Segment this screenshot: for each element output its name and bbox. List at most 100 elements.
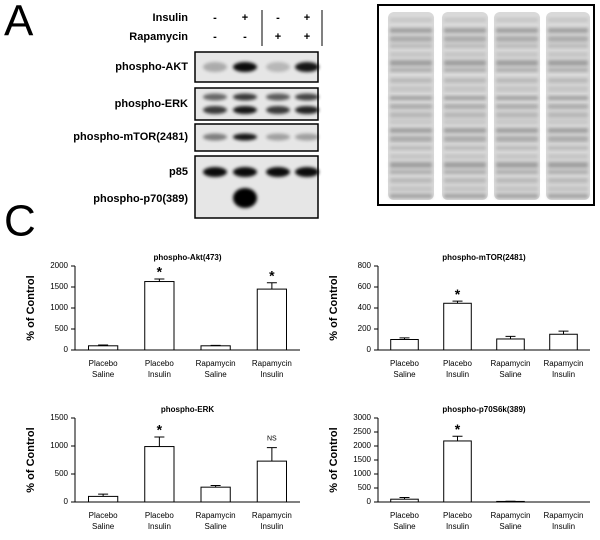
gel-band — [496, 162, 538, 168]
gel-band — [496, 18, 538, 22]
error-bar — [399, 497, 410, 500]
error-bar — [558, 330, 569, 335]
x-tick-label: Insulin — [552, 370, 575, 379]
bar — [88, 495, 119, 503]
gel-band — [444, 162, 486, 168]
x-tick-label: Saline — [92, 522, 115, 531]
blot-band — [233, 62, 257, 72]
y-tick-label: 1000 — [50, 303, 68, 312]
x-tick-label: Insulin — [446, 522, 469, 531]
error-bar — [98, 493, 109, 497]
error-bar — [210, 484, 221, 488]
y-axis-label: % of Control — [25, 275, 37, 340]
y-tick-label: 2500 — [353, 427, 371, 436]
gel-band — [496, 96, 538, 100]
y-tick-label: 500 — [55, 469, 69, 478]
x-tick-label: Rapamycin — [252, 359, 292, 368]
gel-band — [390, 104, 432, 109]
bar — [88, 345, 119, 351]
gel-band — [444, 96, 486, 100]
y-tick-label: 2000 — [50, 261, 68, 270]
gel-band — [496, 52, 538, 57]
gel-band — [496, 68, 538, 72]
gel-band — [390, 112, 432, 118]
blot-label: phospho-p70(389) — [93, 193, 188, 205]
gel-band — [390, 120, 432, 124]
treatment-label: Insulin — [153, 12, 189, 24]
gel-band — [444, 170, 486, 174]
x-tick-label: Rapamycin — [196, 359, 236, 368]
gel-band — [496, 86, 538, 92]
treatment-label: Rapamycin — [129, 31, 188, 43]
bar — [496, 338, 525, 351]
treatment-sign: + — [275, 31, 281, 43]
y-axis-label: % of Control — [328, 427, 340, 492]
gel-band — [496, 178, 538, 183]
gel-band — [548, 194, 588, 198]
x-tick-label: Insulin — [148, 522, 171, 531]
blot-band — [266, 106, 290, 114]
gel-band — [390, 78, 432, 83]
treatment-sign: + — [304, 12, 310, 24]
error-bar — [266, 447, 277, 462]
x-tick-label: Rapamycin — [252, 511, 292, 520]
gel-band — [548, 146, 588, 150]
gel-band — [496, 60, 538, 66]
y-tick-label: 0 — [64, 497, 69, 506]
gel-band — [548, 162, 588, 168]
x-tick-label: Placebo — [145, 359, 174, 368]
x-tick-label: Saline — [205, 522, 228, 531]
gel-band — [444, 112, 486, 118]
x-tick-label: Placebo — [145, 511, 174, 520]
error-bar — [154, 436, 165, 447]
blot-band — [266, 167, 290, 177]
significance-label: * — [157, 264, 163, 280]
gel-band — [390, 52, 432, 57]
x-tick-label: Saline — [499, 522, 522, 531]
blot-label: phospho-ERK — [115, 98, 188, 110]
y-tick-label: 1500 — [50, 413, 68, 422]
gel-band — [444, 44, 486, 48]
blot-band — [203, 62, 227, 72]
y-tick-label: 1000 — [353, 469, 371, 478]
blot-band — [203, 133, 227, 141]
gel-band — [496, 112, 538, 118]
x-tick-label: Saline — [393, 522, 416, 531]
gel-band — [390, 194, 432, 198]
bar — [256, 460, 287, 503]
x-tick-label: Insulin — [552, 522, 575, 531]
treatment-sign: + — [304, 31, 310, 43]
gel-band — [444, 120, 486, 124]
gel-band — [548, 60, 588, 66]
gel-band — [390, 154, 432, 159]
gel-band — [390, 170, 432, 174]
gel-band — [496, 136, 538, 142]
blot-frame — [194, 87, 319, 121]
bar — [256, 288, 287, 351]
y-tick-label: 600 — [358, 282, 372, 291]
gel-band — [548, 136, 588, 142]
gel-band — [390, 96, 432, 100]
bar — [549, 333, 578, 351]
gel-band — [496, 28, 538, 33]
gel-band — [444, 104, 486, 109]
blot-band — [233, 188, 257, 208]
gel-band — [444, 60, 486, 66]
gel-band — [548, 78, 588, 83]
gel-band — [548, 86, 588, 92]
significance-label: NS — [267, 436, 277, 443]
y-tick-label: 400 — [358, 303, 372, 312]
y-axis-label: % of Control — [25, 427, 37, 492]
x-tick-label: Placebo — [390, 511, 419, 520]
x-tick-label: Rapamycin — [196, 511, 236, 520]
blot-band — [266, 93, 290, 101]
blot-frame — [194, 155, 319, 219]
x-tick-label: Rapamycin — [490, 511, 530, 520]
error-bar — [154, 278, 165, 282]
y-axis-label: % of Control — [328, 275, 340, 340]
y-tick-label: 3000 — [353, 413, 371, 422]
gel-band — [496, 154, 538, 159]
blots — [194, 51, 319, 219]
gel-band — [444, 52, 486, 57]
blot-band — [203, 167, 227, 177]
